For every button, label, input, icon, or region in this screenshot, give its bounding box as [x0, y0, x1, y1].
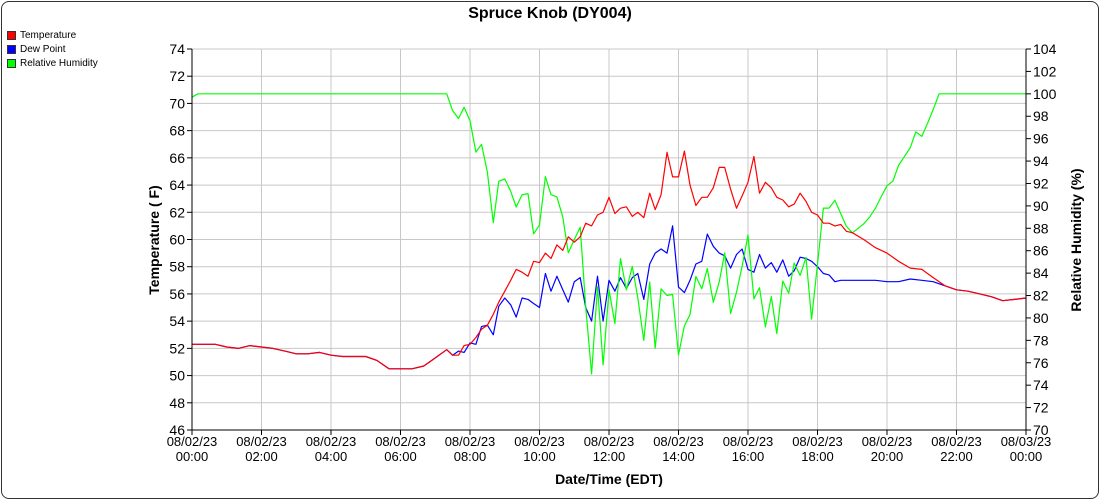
x-tick-label-date: 08/02/23: [931, 434, 982, 449]
y2-tick-label: 96: [1033, 131, 1049, 147]
y-tick-label: 66: [169, 150, 185, 166]
axes: 46 48 50 52 54 56 58 60 62 64 66 68 70 72 74 70 72 74 76 78…: [167, 41, 1057, 464]
y2-tick-label: 74: [1033, 377, 1049, 393]
y-tick-label: 58: [169, 259, 185, 275]
y-tick-label: 70: [169, 95, 185, 111]
x-tick-label-date: 08/03/23: [1001, 434, 1052, 449]
x-tick-label-time: 00:00: [176, 449, 209, 464]
y-tick-label: 62: [169, 204, 185, 220]
legend-item-temperature: Temperature: [7, 28, 98, 42]
x-tick-label-date: 08/02/23: [792, 434, 843, 449]
legend-label: Dew Point: [20, 43, 66, 55]
y2-tick-label: 88: [1033, 220, 1049, 236]
y-tick-label: 50: [169, 368, 185, 384]
y-tick-label: 72: [169, 68, 185, 84]
x-tick-label-date: 08/02/23: [167, 434, 218, 449]
legend-swatch: [7, 30, 16, 40]
series-line-relative-humidity: [191, 93, 1026, 375]
x-tick-label-date: 08/02/23: [862, 434, 913, 449]
y2-tick-label: 70: [1033, 422, 1049, 438]
x-tick-label-date: 08/02/23: [445, 434, 496, 449]
y-tick-label: 52: [169, 340, 185, 356]
x-tick-label-date: 08/02/23: [653, 434, 704, 449]
y-axis-label: Temperature ( F): [146, 185, 162, 294]
legend-swatch: [7, 44, 16, 54]
y2-tick-label: 94: [1033, 153, 1049, 169]
legend-label: Temperature: [20, 29, 77, 41]
legend-item-dew-point: Dew Point: [7, 42, 98, 56]
x-axis-label: Date/Time (EDT): [555, 471, 663, 487]
y2-tick-label: 82: [1033, 288, 1049, 304]
y2-tick-label: 100: [1033, 86, 1057, 102]
x-tick-label-time: 02:00: [245, 449, 278, 464]
x-tick-label-time: 10:00: [523, 449, 556, 464]
x-tick-label-date: 08/02/23: [375, 434, 426, 449]
x-tick-label-time: 16:00: [732, 449, 765, 464]
chart-title: Spruce Knob (DY004): [468, 5, 632, 22]
x-tick-label-time: 00:00: [1010, 449, 1043, 464]
x-tick-label-date: 08/02/23: [584, 434, 635, 449]
y-tick-label: 60: [169, 232, 185, 248]
y2-tick-label: 72: [1033, 400, 1049, 416]
x-tick-label-time: 22:00: [940, 449, 973, 464]
x-tick-label-date: 08/02/23: [514, 434, 565, 449]
y2-tick-label: 80: [1033, 310, 1049, 326]
y-tick-label: 56: [169, 286, 185, 302]
legend-item-relative-humidity: Relative Humidity: [7, 56, 98, 70]
y2-tick-label: 86: [1033, 243, 1049, 259]
x-tick-label-time: 06:00: [384, 449, 417, 464]
y2-tick-label: 76: [1033, 355, 1049, 371]
x-tick-label-time: 12:00: [593, 449, 626, 464]
y-tick-label: 48: [169, 395, 185, 411]
y2-tick-label: 102: [1033, 63, 1057, 79]
y2-tick-label: 84: [1033, 265, 1049, 281]
y2-tick-label: 78: [1033, 332, 1049, 348]
y2-tick-label: 104: [1033, 41, 1057, 57]
x-tick-label-date: 08/02/23: [306, 434, 357, 449]
series-lines: [191, 93, 1027, 375]
legend-label: Relative Humidity: [20, 57, 98, 69]
x-tick-label-date: 08/02/23: [723, 434, 774, 449]
x-tick-label-time: 18:00: [801, 449, 834, 464]
x-tick-label-time: 14:00: [662, 449, 695, 464]
y2-tick-label: 92: [1033, 175, 1049, 191]
series-line-temperature: [192, 150, 1027, 370]
grid: [191, 48, 1027, 431]
y-tick-label: 54: [169, 313, 185, 329]
x-tick-label-time: 04:00: [315, 449, 348, 464]
y-tick-label: 64: [169, 177, 185, 193]
x-tick-label-time: 08:00: [454, 449, 487, 464]
y2-tick-label: 90: [1033, 198, 1049, 214]
y-tick-label: 46: [169, 422, 185, 438]
legend: Temperature Dew Point Relative Humidity: [7, 28, 98, 70]
x-tick-label-time: 20:00: [871, 449, 904, 464]
x-tick-label-date: 08/02/23: [236, 434, 287, 449]
y2-tick-label: 98: [1033, 108, 1049, 124]
y-tick-label: 68: [169, 123, 185, 139]
legend-swatch: [7, 58, 16, 68]
y2-axis-label: Relative Humidity (%): [1068, 168, 1084, 311]
y-tick-label: 74: [169, 41, 185, 57]
